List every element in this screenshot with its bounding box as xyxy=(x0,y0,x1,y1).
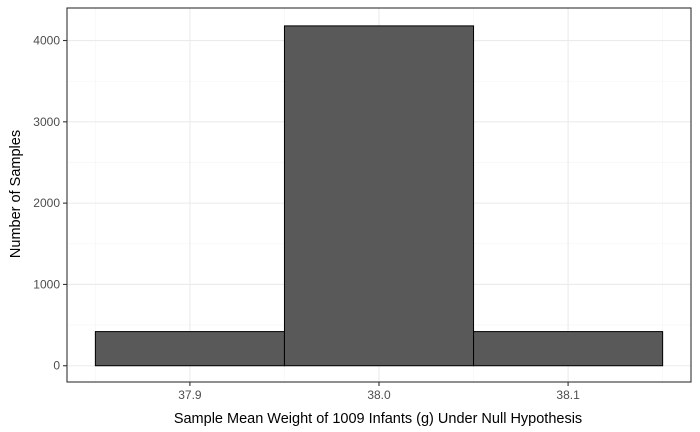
x-axis-ticks: 37.9 38.0 38.1 xyxy=(178,382,580,402)
y-tick-label: 3000 xyxy=(33,115,60,129)
y-axis-title: Number of Samples xyxy=(8,130,24,258)
x-tick-label: 38.1 xyxy=(556,388,580,402)
y-tick-label: 1000 xyxy=(33,277,60,291)
x-axis-title: Sample Mean Weight of 1009 Infants (g) U… xyxy=(174,411,582,427)
y-axis-ticks: 0 1000 2000 3000 4000 xyxy=(33,34,67,373)
y-tick-label: 0 xyxy=(53,359,60,373)
x-tick-label: 38.0 xyxy=(367,388,391,402)
histogram-bar-2 xyxy=(283,25,475,367)
y-tick-label: 2000 xyxy=(33,196,60,210)
histogram-bars xyxy=(94,25,664,367)
histogram-bar-1 xyxy=(94,331,285,367)
y-tick-label: 4000 xyxy=(33,34,60,48)
x-tick-label: 37.9 xyxy=(178,388,202,402)
histogram-bar-3 xyxy=(473,331,664,367)
